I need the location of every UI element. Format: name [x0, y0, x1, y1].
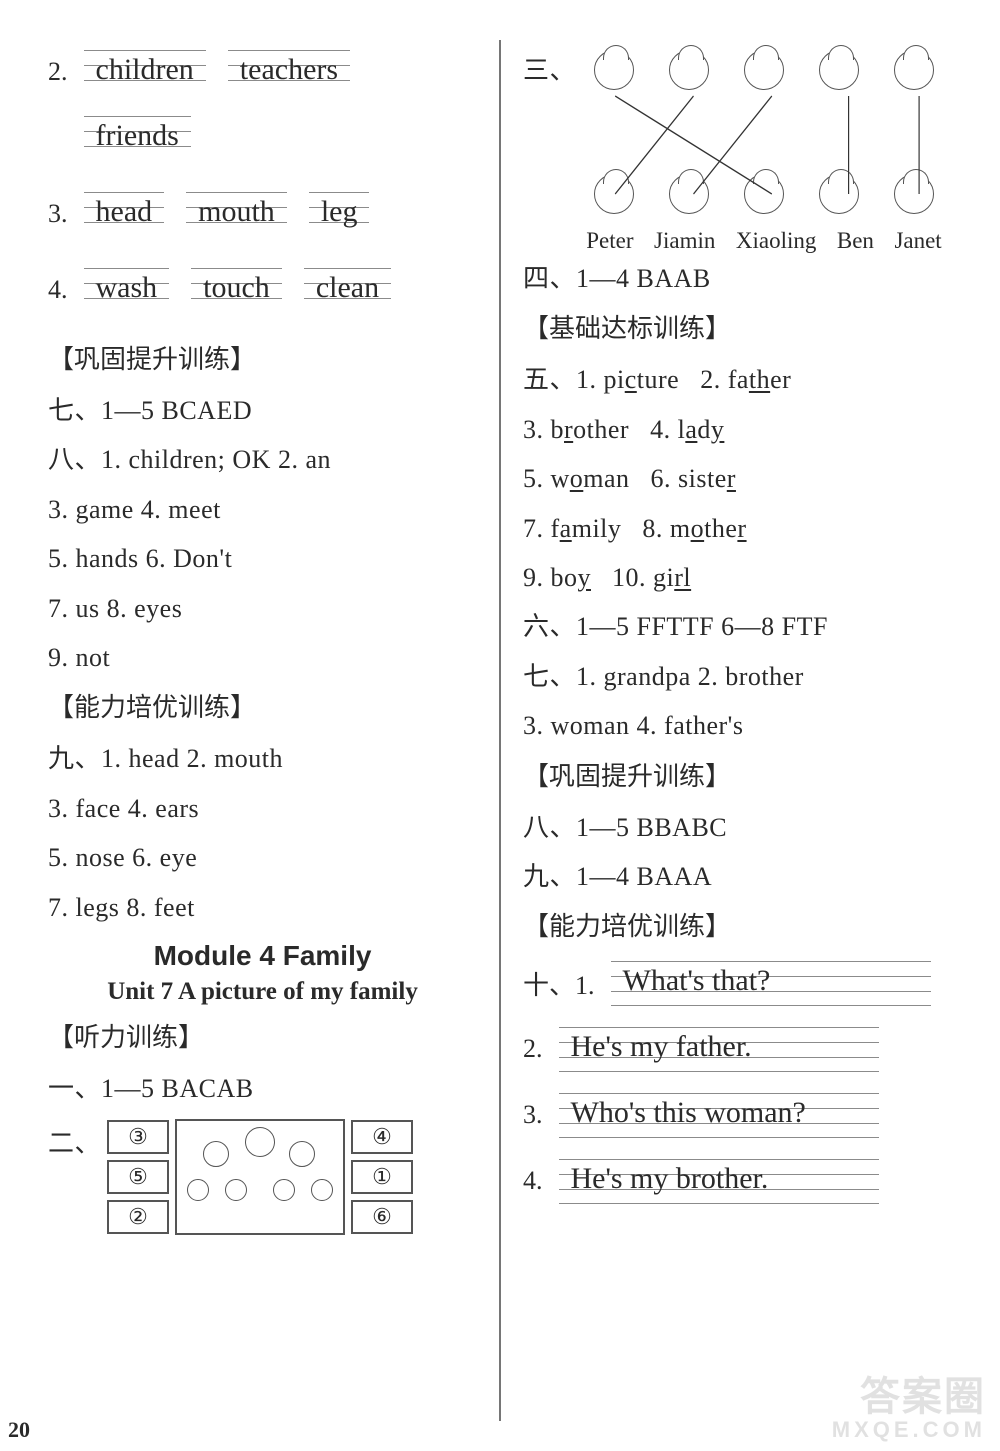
row-number: 3.: [523, 1100, 543, 1130]
left-column: 2. children teachers 2. friends 3. head …: [30, 40, 495, 1421]
exercise-five: 五、1. picture 2. father3. brother 4. lady…: [523, 355, 952, 602]
page: 2. children teachers 2. friends 3. head …: [0, 0, 1000, 1451]
numbox: ③: [107, 1120, 169, 1154]
watermark: 答案圈 MXQE.COM: [832, 1377, 986, 1441]
answer-line: 5. hands 6. Don't: [48, 534, 477, 583]
answer-line: 八、1—5 BBABC: [523, 803, 952, 852]
handwrite-row: 2. He's my father.: [523, 1023, 952, 1075]
fourline-word: mouth: [186, 188, 287, 240]
answer-line: 九、1. head 2. mouth: [48, 734, 477, 783]
match-name: Xiaoling: [736, 228, 817, 254]
answer-line: 3. game 4. meet: [48, 485, 477, 534]
answer-line: 一、1—5 BACAB: [48, 1064, 477, 1113]
answer-line: 3. woman 4. father's: [523, 701, 952, 750]
handwrite-row-2: 2. children teachers: [48, 46, 477, 98]
handwrite-text: He's my brother.: [567, 1164, 773, 1194]
fourline-word: head: [84, 188, 165, 240]
answer-line: 7. us 8. eyes: [48, 584, 477, 633]
exercise-ten: 十、1. What's that? 2. He's my father. 3. Who's…: [523, 953, 952, 1221]
answer-line: 四、1—4 BAAB: [523, 254, 952, 303]
handwrite-text: He's my father.: [567, 1032, 756, 1062]
answer-line: 五、1. picture 2. father: [523, 355, 952, 404]
answer-line: 七、1—5 BCAED: [48, 386, 477, 435]
answer-line: 八、1. children; OK 2. an: [48, 435, 477, 484]
fourline-sentence: He's my father.: [559, 1023, 879, 1075]
handwrite-row-4: 4. wash touch clean: [48, 264, 477, 316]
match-name: Ben: [837, 228, 874, 254]
section-heading: 【能力培优训练】: [48, 682, 477, 734]
exercise-label: 三、: [523, 46, 576, 95]
answer-line: 5. nose 6. eye: [48, 833, 477, 882]
matching-diagram: Peter Jiamin Xiaoling Ben Janet: [576, 44, 952, 254]
match-name: Janet: [894, 228, 941, 254]
answer-line: 5. woman 6. sister: [523, 454, 952, 503]
numbox: ④: [351, 1120, 413, 1154]
row-number: 2.: [523, 1034, 543, 1064]
numbox: ⑤: [107, 1160, 169, 1194]
row-number: 4.: [48, 275, 68, 305]
fourline-sentence: Who's this woman?: [559, 1089, 879, 1141]
section-heading: 【基础达标训练】: [523, 303, 952, 355]
handwrite-row-2b: 2. friends: [48, 112, 477, 164]
numbox: ⑥: [351, 1200, 413, 1234]
handwrite-row-3: 3. head mouth leg: [48, 188, 477, 240]
section-heading: 【能力培优训练】: [523, 901, 952, 953]
answer-line: 九、1—4 BAAA: [523, 852, 952, 901]
right-column: 三、 Peter: [505, 40, 970, 1421]
exercise-two: 二、 ③ ⑤ ② ④ ① ⑥: [48, 1119, 477, 1235]
numbox-col-right: ④ ① ⑥: [351, 1120, 413, 1234]
numbox: ②: [107, 1200, 169, 1234]
fourline-word: touch: [191, 264, 282, 316]
numbox: ①: [351, 1160, 413, 1194]
fourline-word: wash: [84, 264, 170, 316]
match-lines-svg: [576, 44, 952, 254]
match-names: Peter Jiamin Xiaoling Ben Janet: [576, 228, 952, 254]
row-number: 2.: [48, 57, 68, 87]
row-number: 十、1.: [523, 965, 595, 1002]
handwrite-row: 3. Who's this woman?: [523, 1089, 952, 1141]
answer-line: 3. brother 4. lady: [523, 405, 952, 454]
fourline-word: friends: [84, 112, 191, 164]
column-divider: [499, 40, 501, 1421]
unit-title: Unit 7 A picture of my family: [48, 978, 477, 1006]
fourline-sentence: What's that?: [611, 957, 931, 1009]
fourline-word: children: [84, 46, 206, 98]
fourline-word: teachers: [228, 46, 350, 98]
fourline-word: clean: [304, 264, 391, 316]
page-number: 20: [8, 1417, 30, 1443]
match-name: Peter: [586, 228, 633, 254]
handwrite-text: Who's this woman?: [567, 1098, 810, 1128]
row-number: 4.: [523, 1166, 543, 1196]
module-title: Module 4 Family: [48, 940, 477, 972]
watermark-main: 答案圈: [860, 1375, 986, 1419]
answer-line: 七、1. grandpa 2. brother: [523, 652, 952, 701]
section-heading: 【巩固提升训练】: [523, 751, 952, 803]
handwrite-row: 十、1. What's that?: [523, 957, 952, 1009]
fourline-sentence: He's my brother.: [559, 1155, 879, 1207]
answer-line: 六、1—5 FFTTF 6—8 FTF: [523, 602, 952, 651]
section-heading: 【巩固提升训练】: [48, 334, 477, 386]
numbox-col-left: ③ ⑤ ②: [107, 1120, 169, 1234]
match-name: Jiamin: [654, 228, 715, 254]
exercise-three: 三、 Peter: [523, 40, 952, 254]
handwrite-text: What's that?: [619, 966, 775, 996]
watermark-sub: MXQE.COM: [832, 1419, 986, 1441]
section-heading: 【听力训练】: [48, 1012, 477, 1064]
answer-line: 3. face 4. ears: [48, 784, 477, 833]
answer-line: 9. boy 10. girl: [523, 553, 952, 602]
answer-line: 7. family 8. mother: [523, 504, 952, 553]
family-image: [175, 1119, 345, 1235]
answer-line: 9. not: [48, 633, 477, 682]
handwrite-row: 4. He's my brother.: [523, 1155, 952, 1207]
answer-line: 7. legs 8. feet: [48, 883, 477, 932]
fourline-word: leg: [309, 188, 370, 240]
exercise-label: 二、: [48, 1119, 101, 1168]
row-number: 3.: [48, 199, 68, 229]
